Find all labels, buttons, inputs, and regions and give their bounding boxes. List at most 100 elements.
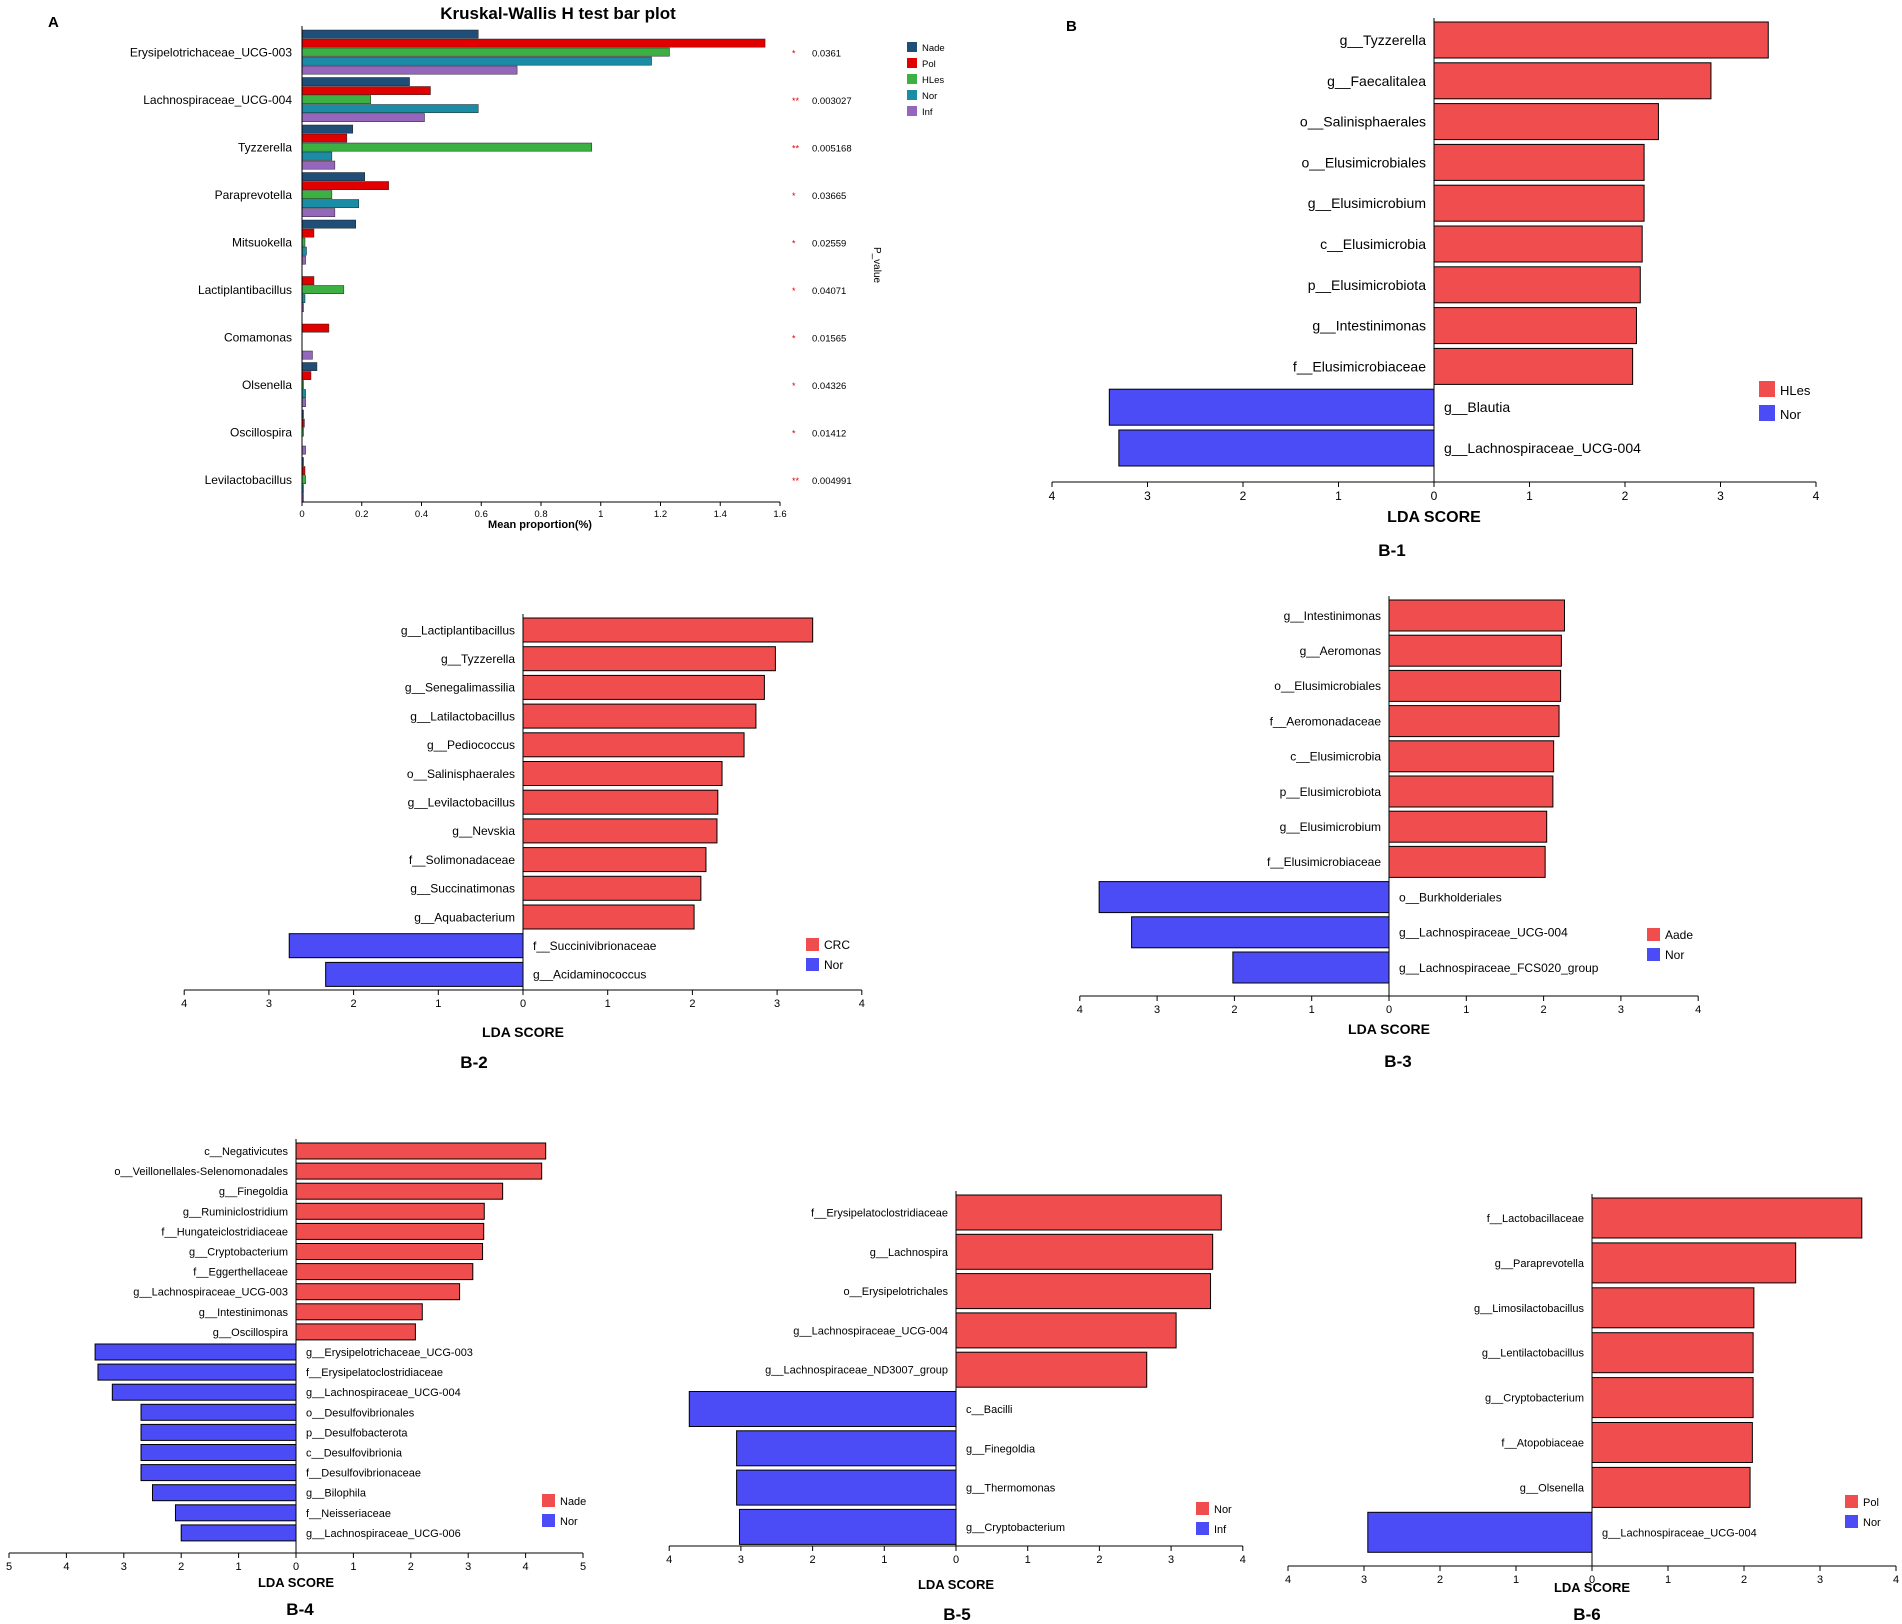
significance-stars: * (792, 429, 796, 439)
bar-label: o__Salinisphaerales (407, 767, 515, 781)
x-axis-label-A: Mean proportion(%) (488, 519, 592, 531)
bar-label: g__Cryptobacterium (1485, 1393, 1584, 1405)
bar-A-Nade-7 (301, 362, 318, 371)
bar-B5-6 (736, 1430, 957, 1467)
legend-label-B5: Nor (1214, 1504, 1232, 1516)
bar-B4-8 (295, 1303, 423, 1321)
x-tick-label: 1 (1309, 1004, 1315, 1016)
bar-A-Inf-0 (301, 65, 518, 75)
bar-label: c__Elusimicrobia (1290, 750, 1381, 764)
x-tick-label: 0 (520, 998, 526, 1010)
chart-B6: f__Lactobacillaceae g__Paraprevotella g__L… (1285, 1194, 1899, 1624)
legend-swatch-B4-Nor (542, 1514, 555, 1527)
panel-label-B: B (1066, 18, 1077, 35)
bar-B6-1 (1591, 1242, 1797, 1284)
x-tick-label: 0 (299, 509, 304, 520)
category-label: Tyzzerella (238, 141, 292, 155)
bar-B5-2 (955, 1273, 1212, 1310)
significance-stars: * (792, 381, 796, 391)
panel-caption-B4: B-4 (286, 1600, 314, 1619)
p-value: 0.01412 (812, 429, 846, 440)
bar-label: g__Cryptobacterium (189, 1246, 288, 1258)
x-tick-label: 3 (738, 1554, 744, 1566)
legend-label-B3: Aade (1665, 928, 1693, 942)
bar-label: g__Senegalimassilia (405, 681, 515, 695)
bar-label: g__Lachnospiraceae_FCS020_group (1399, 961, 1599, 975)
bar-B1-10 (1118, 429, 1435, 467)
bar-label: g__Lachnospiraceae_ND3007_group (765, 1365, 948, 1377)
legend-swatch-B1-Nor (1759, 405, 1775, 421)
legend-swatch-A-Pol (907, 58, 917, 68)
category-label: Erysipelotrichaceae_UCG-003 (130, 46, 292, 60)
legend-label-B6: Pol (1863, 1497, 1879, 1509)
x-tick-label: 4 (1285, 1574, 1291, 1586)
bar-B4-0 (295, 1142, 547, 1160)
significance-stars: ** (792, 476, 800, 486)
x-tick-label: 0 (953, 1554, 959, 1566)
bar-label: g__Lactiplantibacillus (401, 623, 515, 637)
legend-swatch-A-Inf (907, 106, 917, 116)
legend-swatch-B2-Nor (806, 958, 819, 971)
bar-label: o__Veillonellales-Selenomonadales (114, 1166, 288, 1178)
bar-B4-18 (174, 1504, 297, 1522)
bar-label: o__Desulfovibrionales (306, 1407, 415, 1419)
bar-B4-12 (111, 1383, 297, 1401)
p-value: 0.02559 (812, 239, 846, 250)
bar-B2-6 (522, 789, 719, 815)
x-tick-label: 3 (1717, 489, 1724, 503)
x-tick-label: 2 (1096, 1554, 1102, 1566)
bar-A-HLes-1 (301, 95, 371, 104)
bar-label: g__Lachnospiraceae_UCG-003 (133, 1287, 288, 1299)
bar-B3-5 (1388, 775, 1554, 808)
legend-label-A: Nor (922, 91, 937, 102)
legend-label-A: HLes (922, 75, 944, 86)
bar-label: g__Succinatimonas (410, 882, 515, 896)
bar-B2-10 (522, 904, 695, 930)
bar-label: g__Tyzzerella (441, 652, 515, 666)
bar-B1-7 (1433, 307, 1637, 345)
bar-label: f__Desulfovibrionaceae (306, 1468, 421, 1480)
bar-B3-10 (1232, 951, 1390, 984)
legend-label-B1: Nor (1780, 407, 1802, 422)
x-tick-label: 2 (178, 1561, 184, 1573)
legend-swatch-B5-Nor (1196, 1502, 1209, 1515)
x-tick-label: 1 (1335, 489, 1342, 503)
category-label: Mitsuokella (232, 236, 292, 250)
legend-swatch-B3-Nor (1647, 948, 1660, 961)
bar-label: f__Succinivibrionaceae (533, 939, 657, 953)
bar-B1-4 (1433, 184, 1645, 222)
category-label: Levilactobacillus (205, 473, 292, 487)
bar-A-Inf-8 (301, 445, 306, 455)
panel-caption-B2: B-2 (460, 1053, 487, 1072)
x-tick-label: 3 (774, 998, 780, 1010)
x-tick-label: 3 (1144, 489, 1151, 503)
legend-swatch-A-Nor (907, 90, 917, 100)
p-value: 0.005168 (812, 144, 852, 155)
bar-label: g__Lachnospiraceae_UCG-006 (306, 1528, 461, 1540)
bar-B4-13 (140, 1403, 297, 1421)
bar-A-Nade-3 (301, 172, 365, 181)
x-axis-label-B3: LDA SCORE (1348, 1021, 1430, 1037)
bar-label: c__Bacilli (966, 1404, 1012, 1416)
chart-B1: Bg__Tyzzerella g__Faecalitalea o__Salinisp… (1049, 18, 1820, 560)
bar-A-Pol-2 (301, 133, 348, 143)
bar-A-Pol-6 (301, 323, 330, 333)
bar-B4-4 (295, 1222, 485, 1240)
category-label: Olsenella (242, 378, 292, 392)
bar-B5-7 (736, 1469, 957, 1506)
x-tick-label: 1 (605, 998, 611, 1010)
panel-caption-B6: B-6 (1573, 1605, 1600, 1624)
bar-label: g__Ruminiclostridium (183, 1206, 288, 1218)
x-tick-label: 1 (881, 1554, 887, 1566)
bar-A-Inf-3 (301, 208, 336, 217)
x-tick-label: 1.4 (714, 509, 727, 520)
bar-A-HLes-2 (301, 142, 593, 152)
x-tick-label: 2 (1741, 1574, 1747, 1586)
legend-swatch-B1-HLes (1759, 381, 1775, 397)
bar-label: f__Elusimicrobiaceae (1267, 855, 1381, 869)
x-tick-label: 1 (1463, 1004, 1469, 1016)
bar-B2-8 (522, 847, 707, 873)
bar-B4-3 (295, 1202, 485, 1220)
x-tick-label: 2 (408, 1561, 414, 1573)
bar-label: p__Elusimicrobiota (1308, 277, 1426, 293)
